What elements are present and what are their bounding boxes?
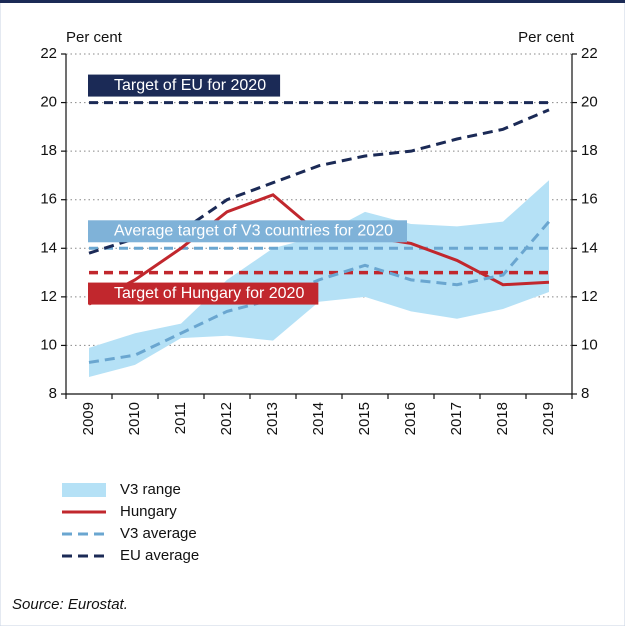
target-label: Target of Hungary for 2020: [114, 285, 304, 302]
y-tick-label: 18: [40, 142, 57, 159]
legend-label: EU average: [120, 547, 199, 564]
target-box: [88, 282, 319, 305]
legend-label: V3 average: [120, 525, 197, 542]
legend-label: Hungary: [120, 503, 177, 520]
legend-swatch: [62, 483, 106, 497]
y2-tick-label: 12: [581, 288, 598, 305]
y2-tick-label: 10: [581, 336, 598, 353]
y-tick-label: 14: [40, 239, 57, 256]
y2-tick-label: 20: [581, 94, 598, 111]
top-rule: [0, 0, 625, 3]
x-tick-label: 2019: [540, 402, 557, 435]
x-tick-label: 2012: [218, 402, 235, 435]
target-box: [88, 220, 407, 243]
y2-tick-label: 22: [581, 45, 598, 62]
x-tick-label: 2016: [402, 402, 419, 435]
x-tick-label: 2017: [448, 402, 465, 435]
y-tick-label: 16: [40, 191, 57, 208]
target-label: Average target of V3 countries for 2020: [114, 223, 393, 240]
x-tick-label: 2018: [494, 402, 511, 435]
y2-tick-label: 16: [581, 191, 598, 208]
x-tick-label: 2011: [172, 402, 189, 434]
x-tick-label: 2010: [126, 402, 143, 435]
x-tick-label: 2015: [356, 402, 373, 435]
y2-tick-label: 8: [581, 385, 589, 402]
x-tick-label: 2013: [264, 402, 281, 435]
y-tick-label: 10: [40, 336, 57, 353]
x-tick-label: 2009: [80, 402, 97, 435]
source: Source: Eurostat.: [12, 596, 128, 613]
y-tick-label: 20: [40, 94, 57, 111]
y2-tick-label: 14: [581, 239, 598, 256]
y-tick-label: 8: [49, 385, 57, 402]
y2-tick-label: 18: [581, 142, 598, 159]
y-tick-label: 22: [40, 45, 57, 62]
target-label: Target of EU for 2020: [114, 77, 266, 94]
series-line: [88, 220, 551, 364]
x-tick-label: 2014: [310, 402, 327, 435]
series-line: [88, 108, 550, 255]
y-label: Per cent: [66, 29, 123, 46]
target-box: [88, 74, 281, 97]
legend-label: V3 range: [120, 481, 181, 498]
y2-label: Per cent: [518, 29, 575, 46]
y-tick-label: 12: [40, 288, 57, 305]
